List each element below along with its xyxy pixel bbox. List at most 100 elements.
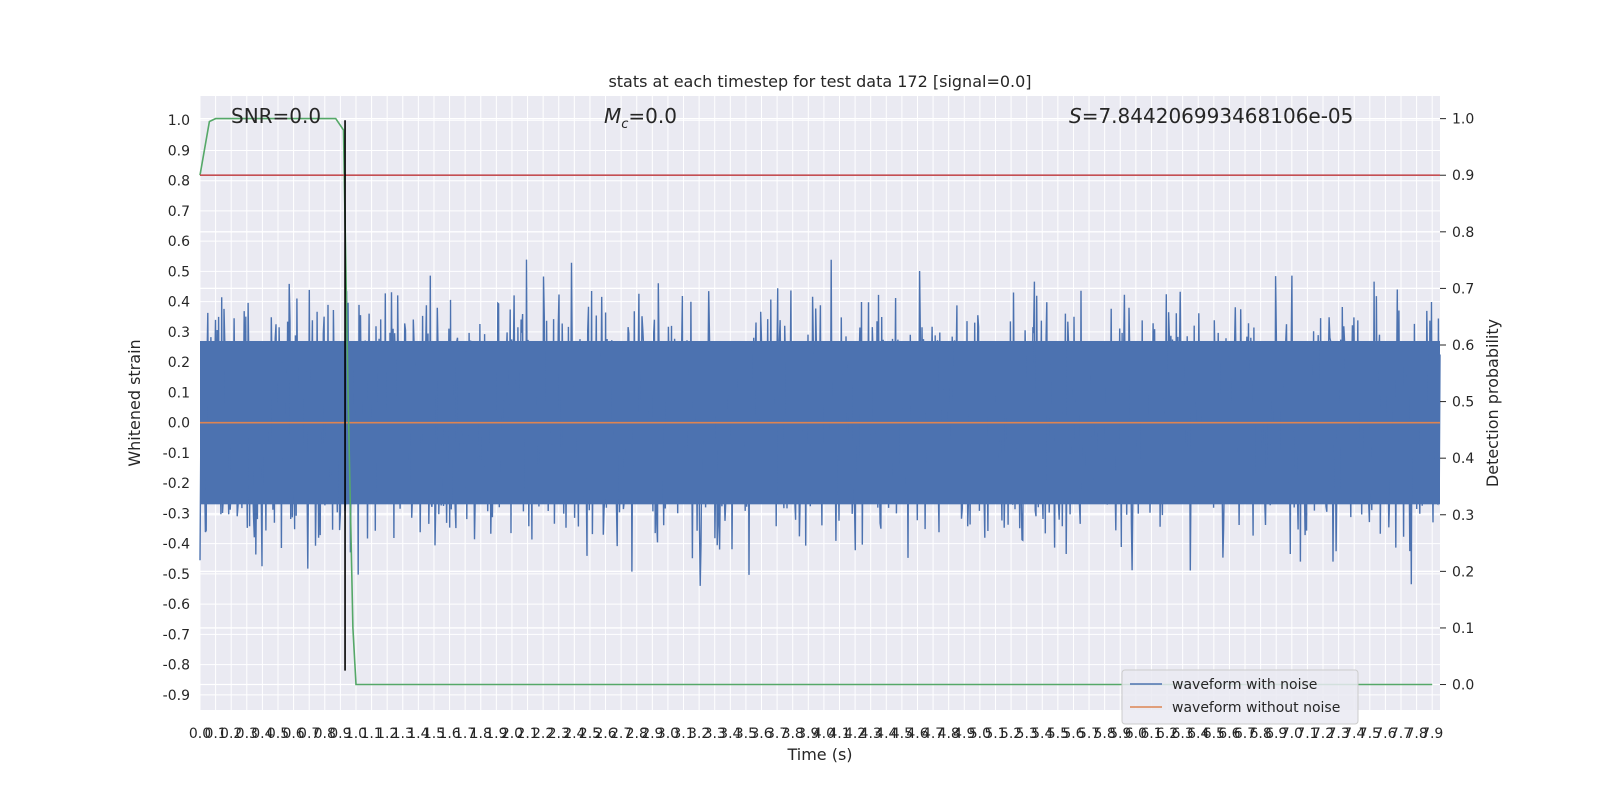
x-tick-label: 7.8 — [1405, 726, 1427, 742]
x-tick-label: 2.1 — [516, 726, 538, 742]
y-tick-label: 0.6 — [168, 234, 190, 250]
right-tick-label: 0.9 — [1452, 168, 1474, 184]
x-tick-label: 6.1 — [1140, 726, 1162, 742]
x-tick-label: 5.3 — [1016, 726, 1038, 742]
x-tick-label: 7.9 — [1421, 726, 1443, 742]
y-tick-label: -0.8 — [163, 658, 190, 674]
x-tick-label: 1.9 — [485, 726, 507, 742]
noise-trace — [199, 259, 1441, 586]
y-tick-label: -0.6 — [163, 597, 190, 613]
right-tick-label: 0.5 — [1452, 395, 1474, 411]
right-axis-ticks: 1.0 0.9 0.8 0.7 0.6 0.5 0.4 0.3 0.2 0.1 0.0 — [1440, 112, 1474, 694]
score-annotation: S=7.844206993468106e-05 — [1069, 104, 1353, 128]
right-tick-label: 0.3 — [1452, 508, 1474, 524]
score-symbol: S — [1069, 104, 1082, 128]
legend-label-clean: waveform without noise — [1172, 700, 1340, 716]
x-tick-label: 4.6 — [906, 726, 928, 742]
legend: waveform with noise waveform without noi… — [1121, 669, 1359, 725]
x-tick-label: 4.4 — [875, 726, 897, 742]
right-tick-label: 1.0 — [1452, 112, 1474, 128]
x-tick-label: 1.4 — [407, 726, 429, 742]
x-tick-label: 2.5 — [579, 726, 601, 742]
x-tick-label: 4.9 — [953, 726, 975, 742]
x-tick-label: 1.6 — [438, 726, 460, 742]
x-tick-label: 5.6 — [1062, 726, 1084, 742]
x-tick-label: 3.0 — [657, 726, 679, 742]
x-tick-label: 6.2 — [1156, 726, 1178, 742]
x-tick-label: 7.0 — [1281, 726, 1303, 742]
x-tick-label: 7.4 — [1343, 726, 1365, 742]
x-tick-label: 3.1 — [672, 726, 694, 742]
y-tick-label: -0.5 — [163, 567, 190, 583]
x-tick-label: 4.2 — [844, 726, 866, 742]
x-tick-label: 3.9 — [797, 726, 819, 742]
right-tick-label: 0.6 — [1452, 338, 1474, 354]
x-tick-label: 4.0 — [813, 726, 835, 742]
chirp-mass-subscript: c — [621, 117, 628, 132]
x-tick-label: 6.9 — [1265, 726, 1287, 742]
x-tick-label: 7.2 — [1312, 726, 1334, 742]
y-tick-label: 0.0 — [168, 416, 190, 432]
x-tick-label: 0.5 — [267, 726, 289, 742]
x-tick-label: 4.1 — [828, 726, 850, 742]
x-tick-label: 0.0 — [189, 726, 211, 742]
x-tick-label: 5.1 — [984, 726, 1006, 742]
x-tick-label: 4.7 — [922, 726, 944, 742]
x-axis-label: Time (s) — [786, 745, 852, 764]
x-tick-label: 1.7 — [454, 726, 476, 742]
legend-box — [1121, 669, 1359, 725]
y-tick-label: -0.4 — [163, 537, 190, 553]
x-tick-label: 6.8 — [1249, 726, 1271, 742]
x-tick-label: 1.1 — [360, 726, 382, 742]
x-tick-label: 7.6 — [1374, 726, 1396, 742]
y-tick-label: 1.0 — [168, 113, 190, 129]
x-tick-label: 3.3 — [704, 726, 726, 742]
x-tick-label: 5.0 — [969, 726, 991, 742]
x-tick-label: 6.4 — [1187, 726, 1209, 742]
right-tick-label: 0.8 — [1452, 225, 1474, 241]
x-tick-label: 7.7 — [1390, 726, 1412, 742]
y-tick-label: 0.4 — [168, 295, 190, 311]
x-tick-label: 2.7 — [610, 726, 632, 742]
y-axis-ticks: 1.0 0.9 0.8 0.7 0.6 0.5 0.4 0.3 0.2 0.1 0.0 -0.1 -0.… — [163, 113, 190, 704]
x-tick-label: 6.7 — [1234, 726, 1256, 742]
series-lines — [199, 117, 1440, 686]
legend-label-noise: waveform with noise — [1172, 677, 1317, 693]
x-tick-label: 7.5 — [1359, 726, 1381, 742]
x-tick-label: 2.2 — [532, 726, 554, 742]
chirp-mass-annotation: Mc=0.0 — [604, 104, 677, 132]
x-tick-label: 2.4 — [563, 726, 585, 742]
x-tick-label: 5.4 — [1031, 726, 1053, 742]
y-tick-label: 0.7 — [168, 204, 190, 220]
right-tick-label: 0.7 — [1452, 281, 1474, 297]
y-tick-label: 0.9 — [168, 143, 190, 159]
x-tick-label: 5.9 — [1109, 726, 1131, 742]
chirp-mass-symbol: M — [604, 104, 621, 128]
x-tick-label: 7.1 — [1296, 726, 1318, 742]
x-tick-label: 5.2 — [1000, 726, 1022, 742]
x-tick-label: 7.3 — [1327, 726, 1349, 742]
x-tick-label: 5.5 — [1047, 726, 1069, 742]
x-tick-label: 2.3 — [548, 726, 570, 742]
score-value: =7.844206993468106e-05 — [1082, 104, 1354, 128]
x-tick-label: 0.8 — [314, 726, 336, 742]
y-tick-label: 0.1 — [168, 385, 190, 401]
x-tick-label: 1.8 — [470, 726, 492, 742]
x-tick-label: 0.6 — [282, 726, 304, 742]
right-tick-label: 0.0 — [1452, 678, 1474, 694]
x-tick-label: 6.0 — [1125, 726, 1147, 742]
x-tick-label: 3.7 — [766, 726, 788, 742]
x-tick-label: 0.4 — [251, 726, 273, 742]
y-tick-label: -0.1 — [163, 446, 190, 462]
right-tick-label: 0.2 — [1452, 564, 1474, 580]
detection-probability-line — [199, 117, 1433, 686]
right-axis-label: Detection probability — [1483, 319, 1502, 487]
x-tick-label: 3.2 — [688, 726, 710, 742]
x-tick-label: 4.3 — [860, 726, 882, 742]
right-tick-label: 0.4 — [1452, 451, 1474, 467]
x-tick-label: 1.5 — [423, 726, 445, 742]
right-tick-label: 0.1 — [1452, 621, 1474, 637]
y-tick-label: -0.3 — [163, 506, 190, 522]
x-tick-label: 5.8 — [1094, 726, 1116, 742]
x-tick-label: 6.3 — [1172, 726, 1194, 742]
